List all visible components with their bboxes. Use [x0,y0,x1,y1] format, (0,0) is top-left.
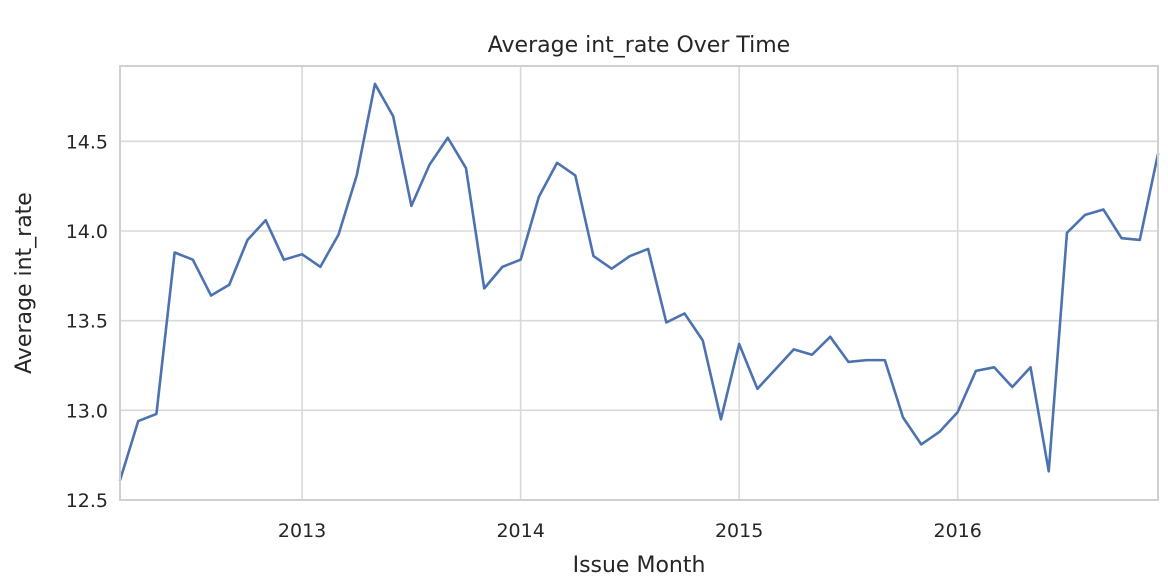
x-tick-label: 2015 [715,520,763,542]
x-axis-label: Issue Month [573,553,706,578]
plot-area-frame [119,65,1159,501]
y-tick-label: 13.0 [66,400,108,422]
x-tick-labels: 2013 2014 2015 2016 [278,520,982,542]
chart-title: Average int_rate Over Time [488,33,790,58]
y-axis-label: Average int_rate [12,192,37,374]
x-tick-label: 2014 [496,520,544,542]
y-tick-label: 14.5 [66,131,108,153]
y-tick-label: 13.5 [66,311,108,333]
y-tick-labels: 12.5 13.0 13.5 14.0 14.5 [66,131,108,512]
x-tick-label: 2016 [934,520,982,542]
grid-lines [120,66,1158,501]
x-tick-label: 2013 [278,520,326,542]
series-layer [118,82,1160,482]
y-tick-label: 14.0 [66,221,108,243]
y-tick-label: 12.5 [66,490,108,512]
series-line-0 [118,82,1160,482]
